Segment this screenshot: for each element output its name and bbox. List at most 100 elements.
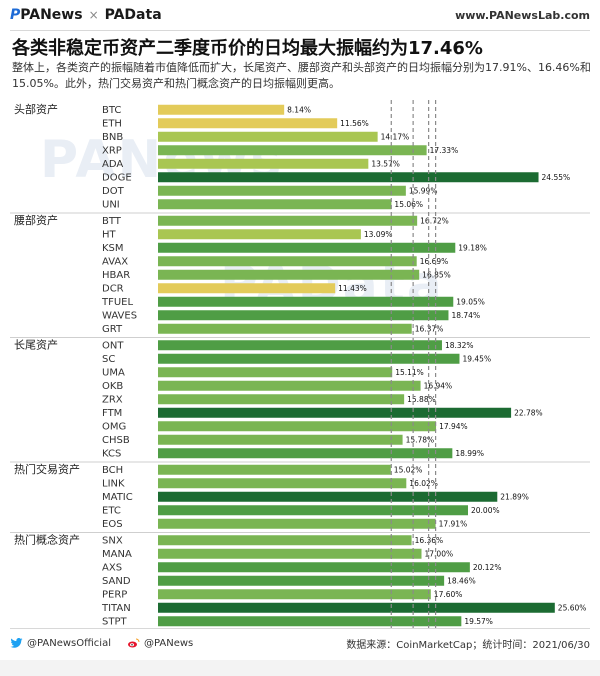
category-label: MANA [102, 549, 132, 560]
category-label: DOGE [102, 173, 132, 184]
data-label: 20.12% [473, 563, 502, 572]
footer-divider [10, 628, 590, 629]
category-label: BTC [102, 105, 121, 116]
category-label: TFUEL [101, 297, 133, 308]
bar [158, 548, 422, 559]
bar [158, 575, 445, 586]
bar [158, 172, 539, 183]
twitter-handle: @PANewsOfficial [10, 638, 111, 649]
category-label: TITAN [101, 603, 131, 614]
data-label: 16.02% [409, 479, 438, 488]
category-label: ONT [102, 341, 124, 352]
data-label: 13.09% [364, 230, 393, 239]
bar [158, 185, 406, 196]
bar [158, 394, 405, 405]
data-label: 11.43% [338, 284, 367, 293]
bar [158, 602, 555, 613]
group-label: 腰部资产 [14, 213, 58, 227]
data-label: 15.02% [394, 466, 423, 475]
brand-logo: PPANews × PAData [10, 7, 162, 23]
data-label: 25.60% [558, 604, 587, 613]
bar [158, 478, 407, 489]
bar [158, 367, 393, 378]
top-bar: PPANews × PAData www.PANewsLab.com [0, 0, 600, 30]
data-label: 18.46% [447, 577, 476, 586]
data-source-note: 数据来源：CoinMarketCap；统计时间：2021/06/30 [346, 639, 590, 651]
category-label: LINK [102, 479, 125, 490]
bar [158, 215, 418, 226]
category-label: ETH [102, 119, 122, 130]
data-label: 16.85% [422, 271, 451, 280]
bar [158, 448, 453, 459]
data-label: 17.94% [439, 422, 468, 431]
group-label: 热门概念资产 [14, 533, 80, 547]
padata-logo: PAData [104, 7, 162, 23]
category-label: DOT [102, 186, 125, 197]
bar [158, 104, 285, 115]
chart-subtitle: 整体上，各类资产的振幅随着市值降低而扩大，长尾资产、腰部资产和头部资产的日均振幅… [12, 61, 591, 90]
data-label: 19.05% [456, 298, 485, 307]
bar [158, 199, 392, 210]
data-label: 22.78% [514, 409, 543, 418]
category-label: ETC [102, 506, 121, 517]
data-label: 15.11% [395, 368, 424, 377]
bar [158, 145, 427, 156]
twitter-handle-label: @PANewsOfficial [27, 637, 111, 649]
data-label: 18.99% [455, 449, 484, 458]
category-label: FTM [102, 408, 122, 419]
weibo-handle: @PANews [127, 638, 193, 649]
bar [158, 518, 436, 529]
data-label: 14.17% [381, 133, 410, 142]
bottom-strip [0, 660, 600, 676]
category-label: STPT [102, 617, 127, 628]
chart-title: 各类非稳定币资产二季度币价的日均最大振幅约为17.46% [12, 38, 483, 59]
data-label: 21.89% [500, 493, 529, 502]
data-label: 17.91% [439, 520, 468, 529]
bar [158, 380, 421, 391]
category-label: XRP [102, 146, 122, 157]
data-label: 15.88% [407, 395, 436, 404]
category-label: DCR [102, 284, 124, 295]
data-label: 11.56% [340, 119, 369, 128]
data-label: 8.14% [287, 106, 311, 115]
category-label: PERP [102, 590, 127, 601]
category-label: BNB [102, 132, 123, 143]
bar [158, 158, 369, 169]
bar [158, 323, 412, 334]
data-label: 16.94% [424, 382, 453, 391]
header-divider [10, 30, 590, 31]
data-label: 15.99% [409, 187, 438, 196]
bar [158, 283, 336, 294]
category-label: HT [102, 230, 117, 241]
category-label: AVAX [102, 257, 128, 268]
twitter-icon [10, 638, 23, 648]
group-label: 热门交易资产 [14, 462, 80, 476]
data-label: 18.74% [451, 311, 480, 320]
bar [158, 269, 420, 280]
bar [158, 131, 378, 142]
bar [158, 229, 361, 240]
category-label: WAVES [102, 311, 137, 322]
brand-separator: × [88, 8, 99, 22]
data-label: 16.69% [420, 257, 449, 266]
category-label: ADA [102, 159, 123, 170]
data-label: 20.00% [471, 506, 500, 515]
category-label: KSM [102, 243, 124, 254]
bar [158, 296, 454, 307]
bar [158, 340, 442, 351]
bar [158, 491, 498, 502]
category-label: HBAR [102, 270, 130, 281]
bar [158, 421, 437, 432]
bar [158, 407, 512, 418]
bar [158, 242, 456, 253]
bar [158, 310, 449, 321]
bar [158, 434, 403, 445]
category-label: SC [102, 354, 115, 365]
site-url: www.PANewsLab.com [455, 8, 590, 22]
data-label: 15.06% [394, 200, 423, 209]
bar [158, 118, 338, 129]
bar [158, 464, 391, 475]
bar [158, 616, 462, 627]
category-label: BCH [102, 465, 123, 476]
